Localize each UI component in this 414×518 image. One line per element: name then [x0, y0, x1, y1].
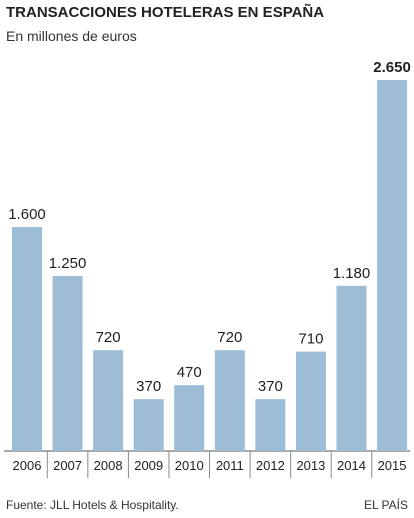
x-tick-label: 2014: [337, 458, 366, 473]
x-tick-label: 2013: [296, 458, 325, 473]
chart-title: TRANSACCIONES HOTELERAS EN ESPAÑA: [6, 3, 324, 21]
value-label: 710: [298, 331, 323, 348]
x-tick-label: 2012: [256, 458, 285, 473]
x-tick-label: 2010: [175, 458, 204, 473]
value-label: 1.250: [49, 255, 87, 272]
value-label: 370: [136, 378, 161, 395]
x-tick-label: 2009: [134, 458, 163, 473]
bar: [295, 351, 326, 451]
value-label: 1.180: [333, 265, 371, 282]
bar: [133, 399, 164, 451]
bar: [255, 399, 286, 451]
value-label: 470: [177, 364, 202, 381]
x-tick-label: 2015: [378, 458, 407, 473]
x-tick-label: 2007: [53, 458, 82, 473]
bar: [12, 227, 42, 451]
value-label: 1.600: [8, 206, 46, 223]
bar: [52, 276, 83, 451]
value-label: 720: [217, 329, 242, 346]
x-tick-label: 2006: [13, 458, 42, 473]
source-note: Fuente: JLL Hotels & Hospitality.: [6, 498, 179, 512]
bar: [214, 350, 245, 451]
publisher: EL PAÍS: [364, 497, 408, 512]
x-tick-label: 2008: [94, 458, 123, 473]
x-tick-label: 2011: [216, 458, 244, 473]
chart-subtitle: En millones de euros: [6, 28, 137, 44]
bar: [336, 285, 367, 451]
value-label: 370: [258, 378, 283, 395]
bar: [174, 385, 205, 451]
bar: [93, 350, 124, 451]
value-label: 720: [96, 329, 121, 346]
bar: [377, 80, 408, 451]
value-label: 2.650: [373, 59, 411, 76]
